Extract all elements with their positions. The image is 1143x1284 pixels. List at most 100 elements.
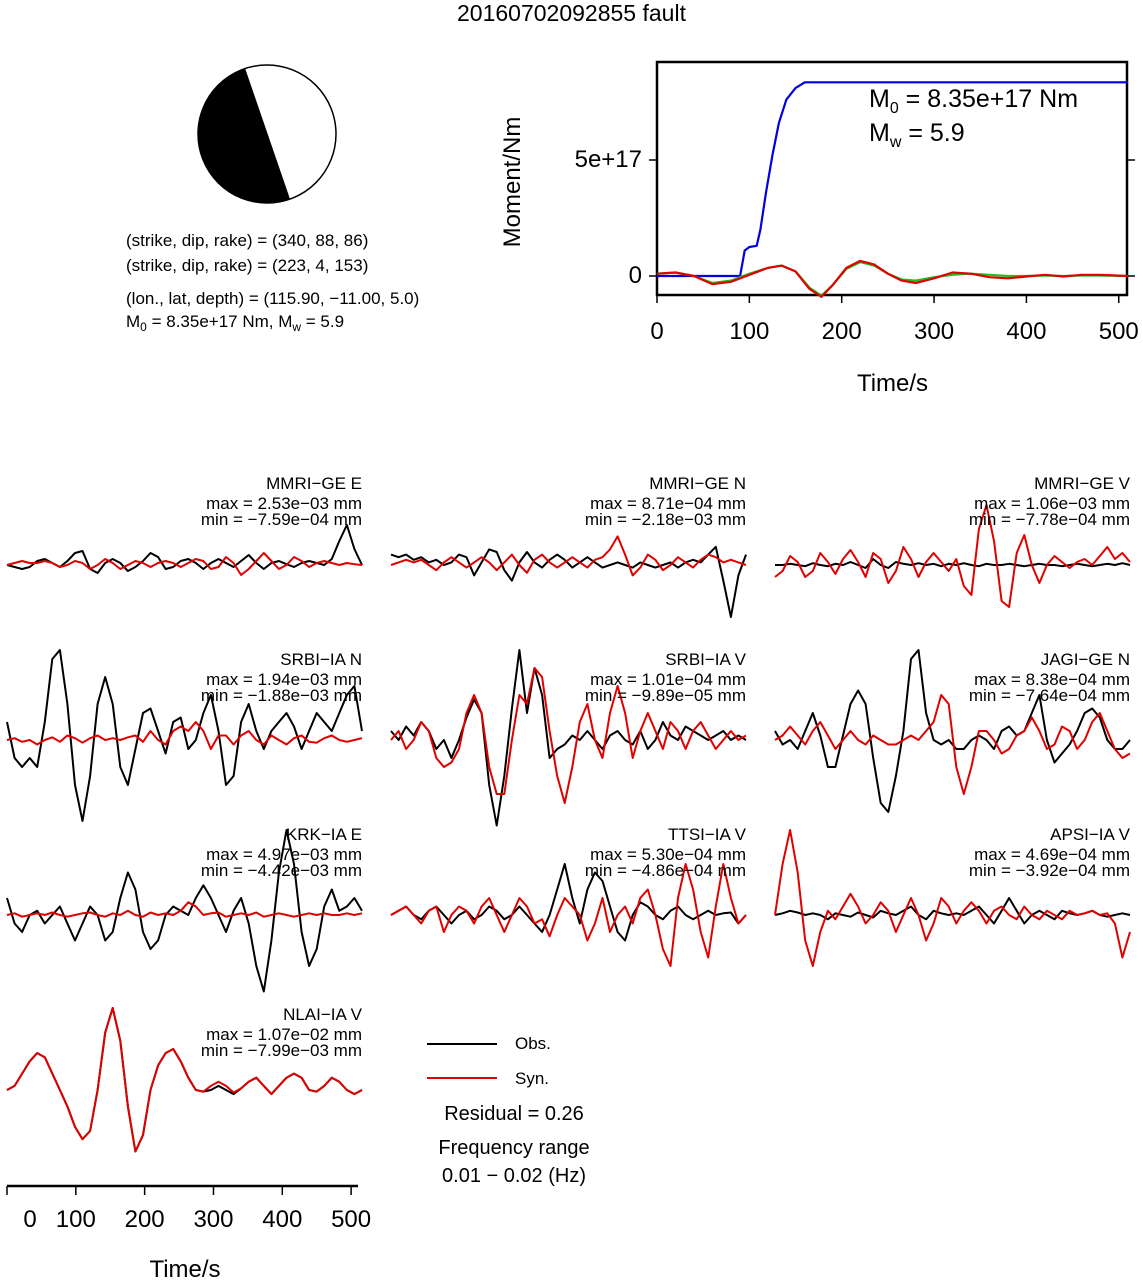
moment-plot-frame	[655, 60, 1129, 297]
station-min-9: min = −7.99e−03 mm	[200, 1041, 362, 1060]
moment-xtick-label-1: 100	[729, 318, 770, 345]
waveform-xlabel: Time/s	[149, 1256, 221, 1283]
station-name-1: MMRI−GE N	[649, 474, 746, 493]
station-max-8: max = 4.69e−04 mm	[974, 845, 1130, 864]
syn-trace-8	[774, 829, 1131, 967]
station-name-3: SRBI−IA N	[280, 650, 362, 669]
m0-subscript: 0	[140, 320, 147, 334]
moment-annotation-mw: Mw = 5.9	[869, 118, 965, 158]
legend-syn-label: Syn.	[515, 1069, 550, 1088]
station-min-6: min = −4.42e−03 mm	[200, 861, 362, 880]
station-name-9: NLAI−IA V	[283, 1005, 362, 1024]
waveform-panel-2	[774, 504, 1131, 608]
ann-mw-letter: M	[869, 119, 890, 147]
station-name-7: TTSI−IA V	[668, 825, 746, 844]
ann-mw-subscript: w	[889, 134, 902, 151]
legend-obs-label: Obs.	[515, 1034, 551, 1053]
waveform-xtick-label-0: 0	[23, 1206, 37, 1233]
mw-value: = 5.9	[301, 312, 345, 331]
station-max-5: max = 8.38e−04 mm	[974, 670, 1130, 689]
obs-trace-1	[390, 545, 747, 618]
station-name-0: MMRI−GE E	[266, 474, 362, 493]
station-min-0: min = −7.59e−04 mm	[200, 510, 362, 529]
station-min-5: min = −7.64e−04 mm	[968, 686, 1130, 705]
station-min-3: min = −1.88e−03 mm	[200, 686, 362, 705]
waveform-panel-8	[774, 829, 1131, 967]
station-max-1: max = 8.71e−04 mm	[590, 494, 746, 513]
station-name-5: JAGI−GE N	[1040, 650, 1130, 669]
waveform-panel-7	[390, 863, 747, 967]
legend-lines	[427, 1043, 497, 1079]
moment-ytick-label-0: 0	[628, 262, 642, 289]
figure-title: 20160702092855 fault	[457, 0, 686, 26]
event-moment: M0 = 8.35e+17 Nm, Mw = 5.9	[126, 312, 344, 337]
syn-trace-4	[390, 667, 747, 804]
moment-xtick-label-5: 500	[1098, 318, 1139, 345]
syn-trace-7	[390, 863, 747, 967]
station-max-0: max = 2.53e−03 mm	[206, 494, 362, 513]
obs-trace-4	[390, 649, 747, 827]
moment-xtick-label-2: 200	[821, 318, 862, 345]
waveform-panel-4	[390, 649, 747, 827]
syn-trace-5	[774, 694, 1131, 795]
moment-series	[656, 81, 1129, 298]
station-min-8: min = −3.92e−04 mm	[968, 861, 1130, 880]
waveform-xtick-label-4: 400	[262, 1206, 303, 1233]
waveform-axis	[6, 1184, 358, 1195]
moment-series-0	[657, 81, 1128, 278]
station-max-6: max = 4.97e−03 mm	[206, 845, 362, 864]
station-name-6: KRK−IA E	[285, 825, 362, 844]
obs-trace-3	[6, 649, 363, 822]
obs-trace-7	[390, 863, 747, 942]
station-name-4: SRBI−IA V	[665, 650, 746, 669]
beachball	[197, 64, 337, 204]
station-name-2: MMRI−GE V	[1034, 474, 1130, 493]
waveform-panel-3	[6, 649, 363, 822]
waveform-xtick-label-5: 500	[331, 1206, 372, 1233]
waveform-panel-6	[6, 829, 363, 993]
station-max-9: max = 1.07e−02 mm	[206, 1025, 362, 1044]
ann-m0-text: = 8.35e+17 Nm	[898, 85, 1079, 113]
station-min-7: min = −4.86e−04 mm	[584, 861, 746, 880]
moment-axes	[649, 159, 1135, 303]
beachball-compressional-quadrant	[198, 68, 290, 203]
syn-trace-0	[6, 552, 363, 576]
station-max-4: max = 1.01e−04 mm	[590, 670, 746, 689]
station-max-7: max = 5.30e−04 mm	[590, 845, 746, 864]
waveform-xtick-label-1: 100	[55, 1206, 96, 1233]
syn-trace-9	[6, 1007, 363, 1153]
m0-letter: M	[126, 312, 141, 331]
waveform-lines	[6, 504, 1131, 1153]
moment-series-2	[656, 259, 1129, 298]
residual: Residual = 0.26	[444, 1103, 584, 1125]
obs-trace-5	[774, 649, 1131, 813]
syn-trace-6	[6, 901, 363, 918]
waveform-panel-9	[6, 1007, 363, 1153]
waveform-xtick-label-3: 300	[193, 1206, 234, 1233]
station-min-4: min = −9.89e−05 mm	[584, 686, 746, 705]
nodal-plane-1: (strike, dip, rake) = (340, 88, 86)	[126, 231, 369, 250]
moment-xtick-label-3: 300	[914, 318, 955, 345]
moment-ytick-label-1: 5e+17	[574, 146, 642, 173]
nodal-plane-2: (strike, dip, rake) = (223, 4, 153)	[126, 256, 369, 275]
ann-m0-subscript: 0	[889, 100, 899, 117]
obs-trace-6	[6, 829, 363, 993]
syn-trace-1	[390, 535, 747, 577]
ann-mw-text: = 5.9	[901, 119, 965, 147]
mw-subscript: w	[292, 320, 302, 334]
moment-xlabel: Time/s	[856, 370, 929, 397]
frequency-label: Frequency range	[438, 1137, 590, 1159]
syn-trace-3	[6, 721, 363, 750]
moment-xtick-label-4: 400	[1006, 318, 1047, 345]
frequency-value: 0.01 − 0.02 (Hz)	[442, 1165, 586, 1187]
station-min-2: min = −7.78e−04 mm	[968, 510, 1130, 529]
station-max-2: max = 1.06e−03 mm	[974, 494, 1130, 513]
waveform-panel-1	[390, 535, 747, 618]
ann-m-letter: M	[869, 85, 890, 113]
moment-annotation-m0: M0 = 8.35e+17 Nm	[869, 84, 1078, 124]
waveform-xtick-label-2: 200	[124, 1206, 165, 1233]
waveform-panel-5	[774, 649, 1131, 813]
